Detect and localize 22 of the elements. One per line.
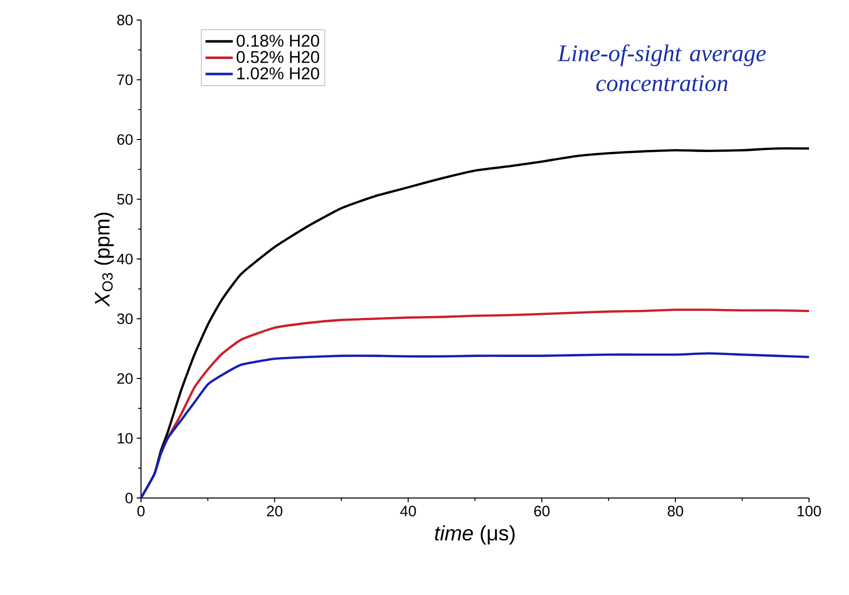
y-tick-label: 50 [117, 194, 133, 205]
y-tick-label: 70 [117, 74, 133, 86]
x-tick-label: 100 [798, 506, 821, 516]
y-tick-label: 30 [117, 313, 133, 324]
y-tick-label: 60 [117, 134, 133, 145]
x-tick-label: 20 [267, 506, 282, 516]
legend-label: 0.18% H20 [236, 34, 320, 47]
legend-label: 1.02% H20 [237, 67, 320, 80]
x-tick-label: 60 [534, 506, 550, 516]
x-tick-label: 40 [400, 506, 416, 516]
x-tick-label: 80 [668, 506, 684, 516]
y-axis-title: X$_{O3}$ (ppm) [94, 212, 114, 307]
x-tick-label: 0 [137, 506, 145, 516]
y-tick-label: 0 [125, 492, 133, 504]
y-tick-label: 80 [117, 14, 133, 26]
x-axis-title: time (μs) [435, 525, 515, 545]
line-series [160, 308, 810, 454]
y-tick-label: 10 [118, 432, 133, 444]
legend-label: 0.52% H20 [236, 51, 320, 64]
y-tick-label: 40 [116, 254, 133, 264]
annotation: Line-of-sight average concentration [558, 44, 766, 92]
y-tick-label: 20 [117, 373, 133, 384]
